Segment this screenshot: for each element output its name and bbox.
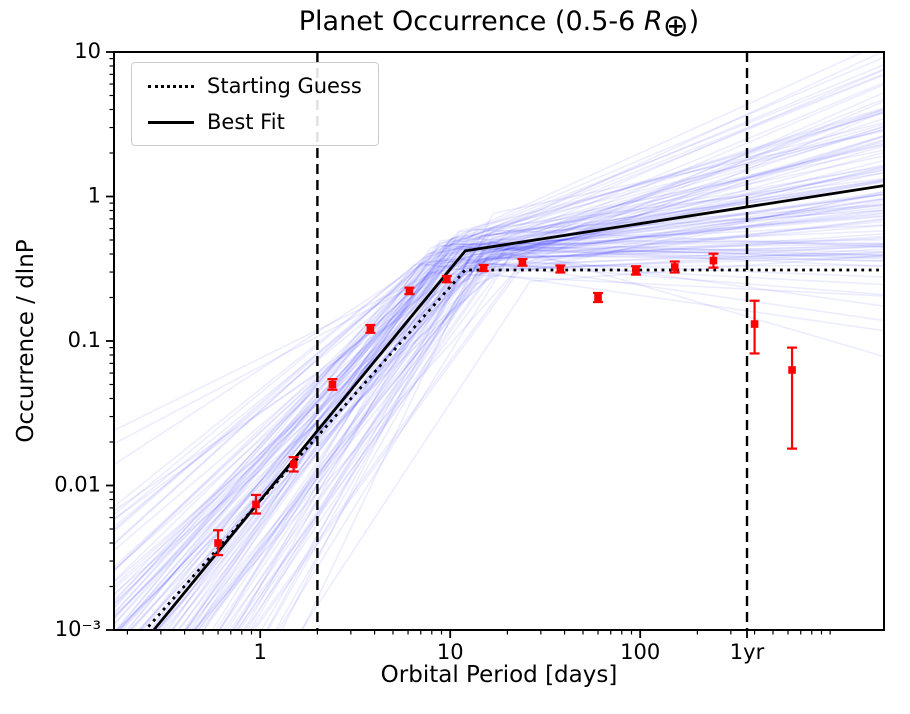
earth-symbol-icon: ⊕ <box>662 8 689 44</box>
chart-title-text: Planet Occurrence (0.5-6 <box>298 6 644 37</box>
legend: Starting Guess Best Fit <box>131 62 379 146</box>
svg-text:1: 1 <box>88 184 101 208</box>
svg-text:0.01: 0.01 <box>54 473 101 497</box>
svg-text:10⁻³: 10⁻³ <box>55 617 101 641</box>
svg-text:0.1: 0.1 <box>68 328 101 352</box>
x-axis-label: Orbital Period [days] <box>380 662 618 688</box>
svg-text:10: 10 <box>437 640 464 664</box>
chart-title: Planet Occurrence (0.5-6 R⊕) <box>114 6 884 42</box>
svg-text:1yr: 1yr <box>730 640 765 664</box>
dotted-line-sample-icon <box>148 84 194 88</box>
svg-text:1: 1 <box>254 640 267 664</box>
y-axis-label: Occurrence / dlnP <box>13 239 39 443</box>
legend-label-starting-guess: Starting Guess <box>207 74 362 98</box>
radius-symbol: R <box>643 6 663 37</box>
solid-line-sample-icon <box>148 120 194 124</box>
svg-text:10: 10 <box>74 39 101 63</box>
svg-text:100: 100 <box>620 640 660 664</box>
legend-label-best-fit: Best Fit <box>207 110 285 134</box>
legend-item-best-fit: Best Fit <box>148 110 362 134</box>
chart-title-suffix: ) <box>688 6 700 37</box>
legend-item-starting-guess: Starting Guess <box>148 74 362 98</box>
